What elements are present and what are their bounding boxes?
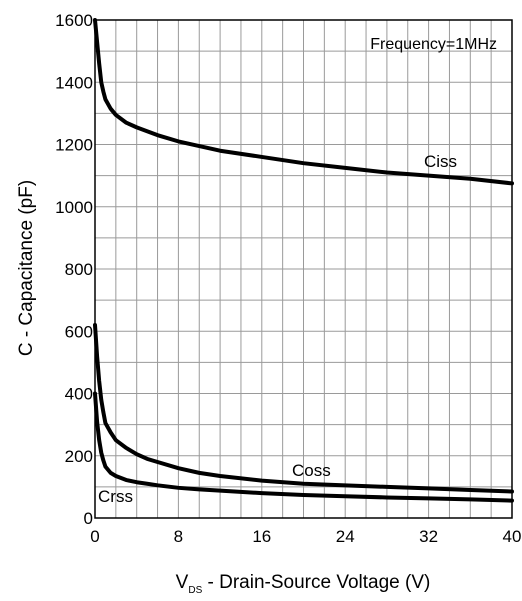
x-tick-label: 0 — [90, 527, 99, 546]
series-label-crss: Crss — [98, 487, 133, 506]
x-axis-label-subscript: DS — [188, 585, 202, 596]
y-tick-label: 800 — [65, 260, 93, 279]
series-group — [93, 18, 514, 503]
y-tick-label: 1600 — [55, 11, 93, 30]
x-tick-label: 40 — [503, 527, 522, 546]
y-tick-label: 1000 — [55, 198, 93, 217]
series-label-ciss: Ciss — [424, 152, 457, 171]
y-tick-label: 600 — [65, 322, 93, 341]
x-tick-label: 32 — [419, 527, 438, 546]
x-axis-label-rest: - Drain-Source Voltage (V) — [202, 572, 430, 593]
frequency-annotation: Frequency=1MHz — [370, 36, 497, 53]
y-tick-label: 400 — [65, 385, 93, 404]
y-tick-label: 0 — [84, 509, 93, 528]
y-tick-label: 1200 — [55, 136, 93, 155]
series-line-crss — [93, 391, 514, 503]
x-tick-label: 8 — [174, 527, 183, 546]
y-tick-label: 1400 — [55, 73, 93, 92]
plot-frame — [94, 19, 513, 519]
x-tick-label: 16 — [252, 527, 271, 546]
x-tick-label: 24 — [336, 527, 355, 546]
y-axis-label: C - Capacitance (pF) — [16, 180, 37, 356]
y-tick-label: 200 — [65, 447, 93, 466]
x-axis-label-main: V — [176, 572, 189, 593]
x-axis-label: VDS - Drain-Source Voltage (V) — [176, 572, 431, 596]
grid-lines — [95, 20, 512, 518]
series-line-ciss — [93, 18, 514, 186]
series-label-coss: Coss — [292, 461, 331, 480]
series-line-coss — [93, 323, 514, 494]
